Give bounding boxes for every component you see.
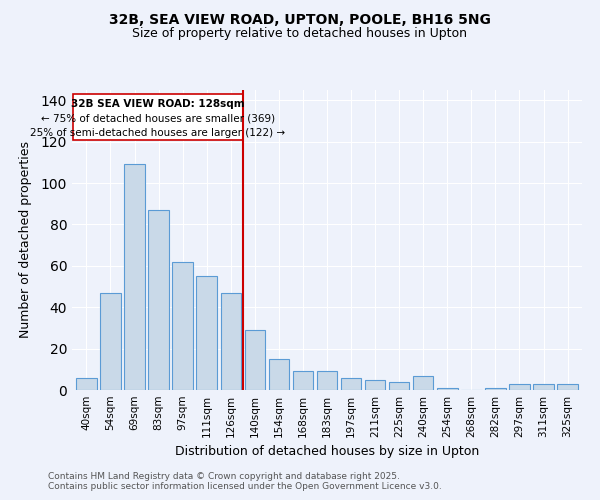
Bar [317,372,337,390]
FancyBboxPatch shape [73,94,243,140]
Bar [148,210,169,390]
Y-axis label: Number of detached properties: Number of detached properties [19,142,32,338]
Bar [221,293,241,390]
Bar [124,164,145,390]
Bar [437,388,458,390]
Bar [365,380,385,390]
Text: ← 75% of detached houses are smaller (369): ← 75% of detached houses are smaller (36… [41,114,275,124]
Bar [293,372,313,390]
Bar [485,388,506,390]
Bar [196,276,217,390]
Text: Contains HM Land Registry data © Crown copyright and database right 2025.: Contains HM Land Registry data © Crown c… [48,472,400,481]
Bar [100,293,121,390]
Bar [413,376,433,390]
Text: Size of property relative to detached houses in Upton: Size of property relative to detached ho… [133,28,467,40]
Bar [341,378,361,390]
Bar [245,330,265,390]
Bar [172,262,193,390]
Bar [389,382,409,390]
Text: 25% of semi-detached houses are larger (122) →: 25% of semi-detached houses are larger (… [31,128,286,138]
Text: Contains public sector information licensed under the Open Government Licence v3: Contains public sector information licen… [48,482,442,491]
Bar [76,378,97,390]
Text: 32B, SEA VIEW ROAD, UPTON, POOLE, BH16 5NG: 32B, SEA VIEW ROAD, UPTON, POOLE, BH16 5… [109,12,491,26]
Bar [269,359,289,390]
Bar [557,384,578,390]
Bar [533,384,554,390]
Bar [509,384,530,390]
X-axis label: Distribution of detached houses by size in Upton: Distribution of detached houses by size … [175,446,479,458]
Text: 32B SEA VIEW ROAD: 128sqm: 32B SEA VIEW ROAD: 128sqm [71,100,245,110]
